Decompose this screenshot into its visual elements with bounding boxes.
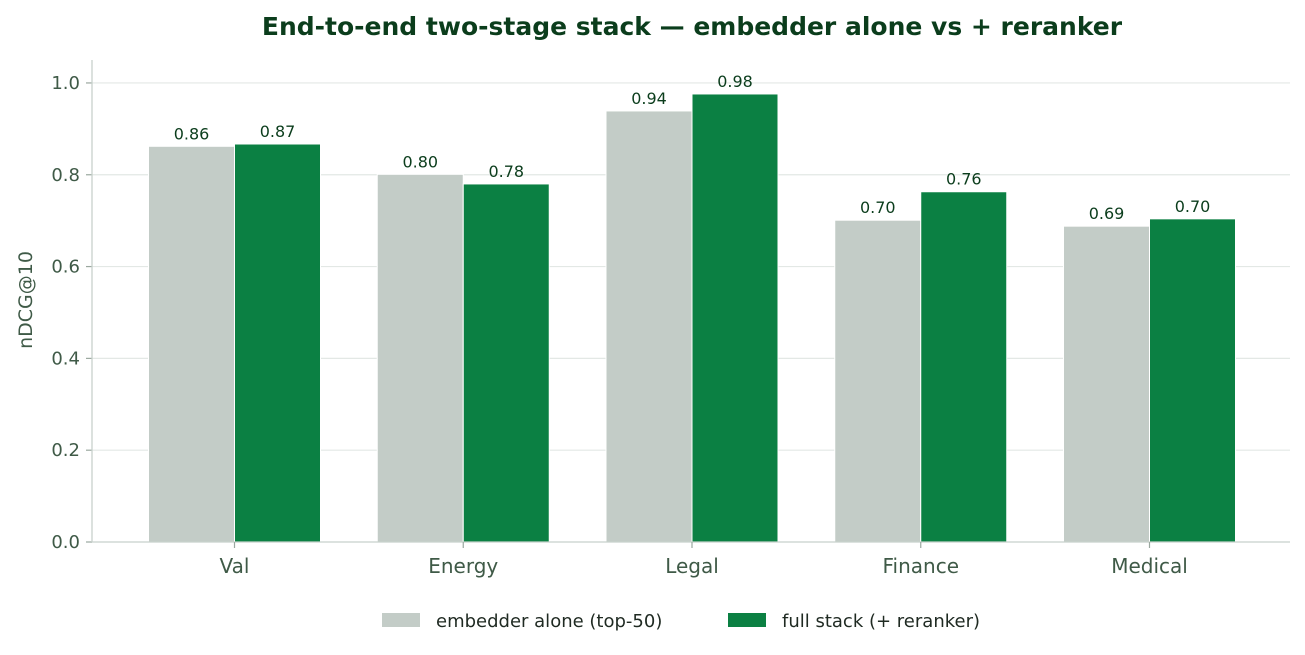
y-axis-label: nDCG@10 [15, 251, 37, 349]
data-label: 0.86 [174, 124, 210, 143]
x-tick-label: Legal [665, 554, 719, 578]
data-label: 0.80 [402, 152, 438, 171]
bar [462, 183, 550, 543]
data-label: 0.70 [860, 198, 896, 217]
y-tick-label: 0.8 [51, 165, 80, 186]
legend: embedder alone (top-50) full stack (+ rer… [382, 611, 980, 632]
bar [148, 145, 235, 543]
x-tick-label: Medical [1111, 554, 1188, 578]
bar [1063, 225, 1150, 543]
bar [691, 93, 779, 543]
y-tick-label: 0.4 [51, 348, 80, 369]
data-label: 0.70 [1175, 197, 1211, 216]
x-tick-label: Val [220, 554, 250, 578]
legend-swatch [728, 613, 766, 627]
data-label: 0.76 [946, 170, 982, 189]
bar [834, 219, 922, 543]
bar [376, 173, 464, 543]
legend-swatch [382, 613, 420, 627]
data-label: 0.98 [717, 72, 753, 91]
bars [148, 93, 1236, 543]
legend-label: embedder alone (top-50) [436, 611, 662, 632]
bar [920, 191, 1008, 543]
legend-label: full stack (+ reranker) [782, 611, 980, 632]
y-tick-label: 1.0 [51, 73, 80, 94]
axes: 0.0 0.2 0.4 0.6 0.8 1.0 Val Energy Legal Finance M… [51, 60, 1290, 578]
data-label: 0.69 [1089, 204, 1125, 223]
x-tick-label: Energy [428, 554, 498, 578]
data-label: 0.78 [488, 162, 524, 181]
bar [1149, 218, 1236, 543]
bar [605, 110, 693, 543]
data-label: 0.94 [631, 89, 667, 108]
y-tick-label: 0.0 [51, 532, 80, 553]
x-tick-label: Finance [882, 554, 959, 578]
data-labels: 0.86 0.87 0.80 0.78 0.94 0.98 0.70 0.76 0.69 0.70 [174, 72, 1211, 223]
chart-title: End-to-end two-stage stack — embedder al… [262, 12, 1123, 41]
data-label: 0.87 [260, 122, 296, 141]
y-tick-label: 0.6 [51, 257, 80, 278]
bar [234, 143, 321, 543]
y-tick-label: 0.2 [51, 440, 80, 461]
